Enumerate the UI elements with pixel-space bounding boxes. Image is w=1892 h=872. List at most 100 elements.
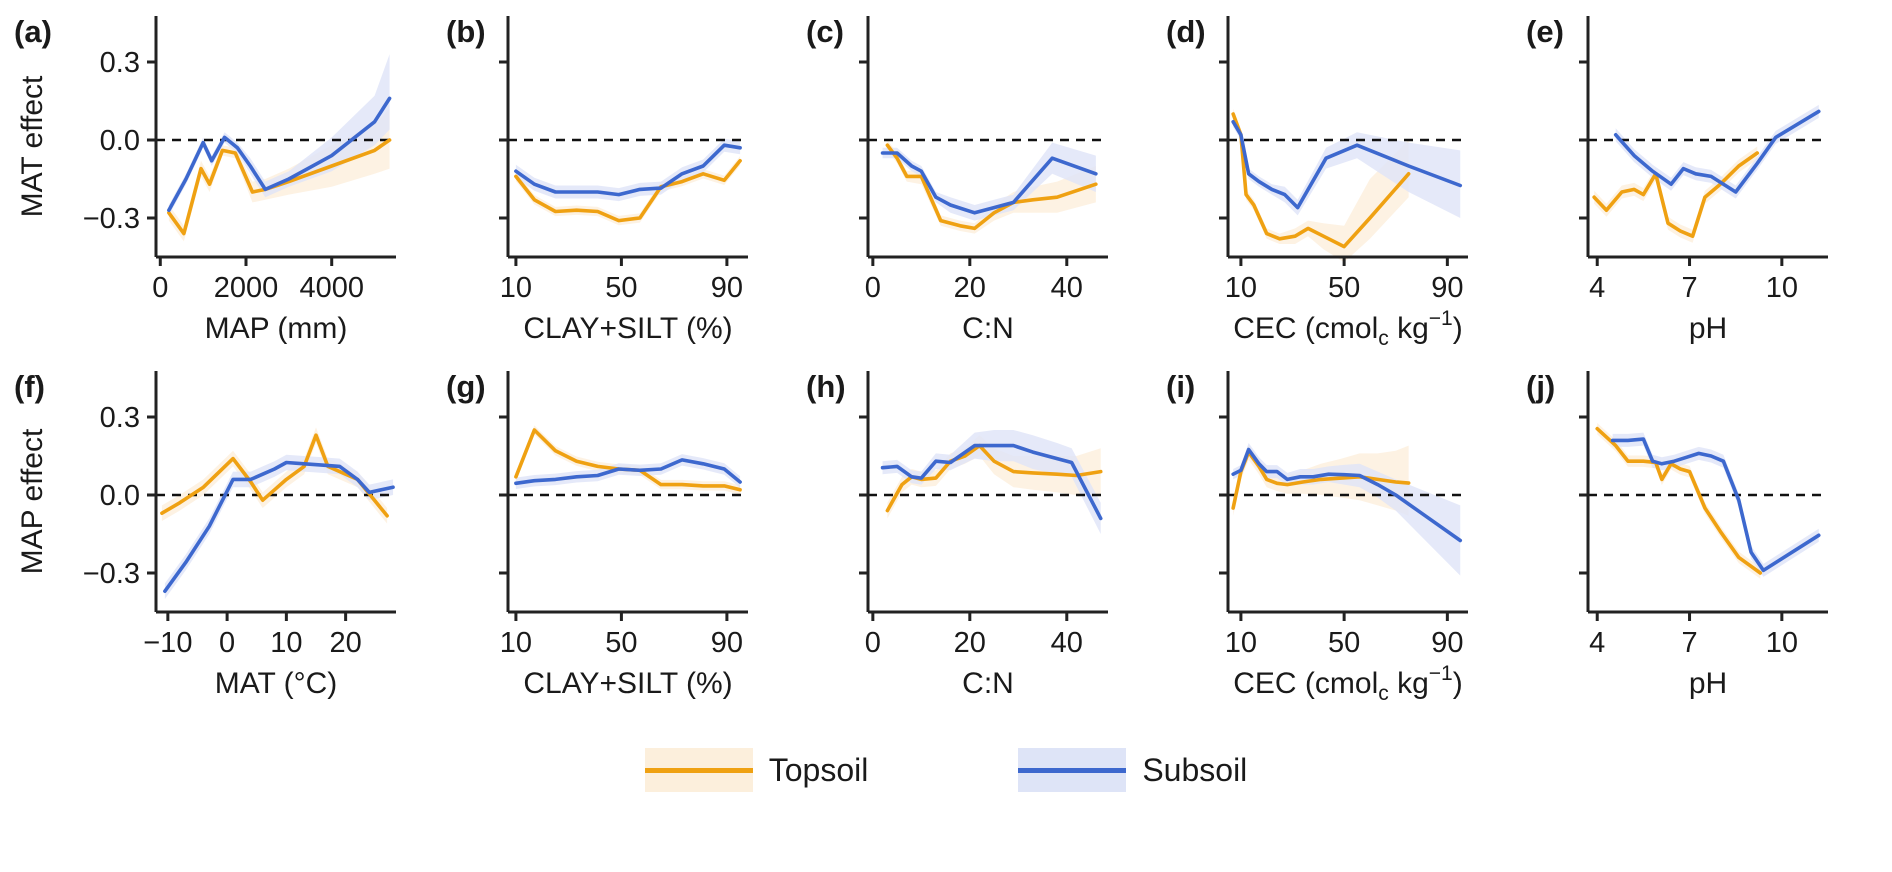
subsoil-confidence-band [1233,443,1461,576]
topsoil-confidence-band [887,140,1096,234]
y-axis-title: MAT effect [16,75,49,217]
panel-letter: (b) [446,14,486,49]
subsoil-confidence-band [1612,432,1819,577]
legend-label-topsoil: Topsoil [768,752,869,788]
subsoil-line-swatch [1018,767,1127,773]
panel-letter: (f) [14,369,45,404]
subsoil-line [514,458,742,486]
x-tick-label: −10 [143,627,192,659]
panel-letter: (h) [806,369,846,404]
legend-item-topsoil: Topsoil [644,748,869,792]
y-tick-label: 0.0 [100,125,140,157]
subsoil-confidence-band [1615,104,1819,199]
panel-letter: (e) [1526,14,1564,49]
y-tick-label: −0.3 [83,558,140,590]
x-tick-label: 10 [1766,627,1798,659]
x-tick-label: 20 [954,627,986,659]
topsoil-confidence-band [1594,146,1758,243]
subsoil-line [880,151,1098,215]
x-tick-label: 50 [1328,272,1360,304]
subsoil-line [1231,447,1463,543]
chart-row-top: 0.3 0.0 −0.3 0 2000 4000 MAP (mm) MAT effect (a)… [6,6,1886,351]
x-tick-label: 20 [329,627,361,659]
x-tick-label: 0 [219,627,235,659]
subsoil-band-swatch [1018,748,1127,792]
legend: Topsoil Subsoil [6,748,1886,792]
panel-letter: (d) [1166,14,1206,49]
panel-b-chart: 10 50 90 CLAY+SILT (%) (b) [446,14,748,345]
subsoil-line [1613,109,1821,194]
panel-letter: (g) [446,369,486,404]
panel-letter: (j) [1526,369,1555,404]
x-tick-label: 40 [1051,627,1083,659]
x-tick-label: 90 [711,272,743,304]
x-tick-label: 10 [1225,272,1257,304]
subsoil-confidence-band [515,454,741,490]
x-tick-label: 4 [1589,272,1605,304]
panel-g-chart: 10 50 90 CLAY+SILT (%) (g) [446,369,748,700]
x-tick-label: 10 [270,627,302,659]
x-tick-label: 10 [500,272,532,304]
x-axis-title: CEC (cmolc kg−1) [1233,662,1463,705]
subsoil-confidence-band [1233,116,1461,218]
x-tick-label: 50 [1328,627,1360,659]
topsoil-line [1231,112,1411,249]
subsoil-line [163,460,395,593]
topsoil-confidence-band [168,108,390,242]
y-tick-label: 0.3 [100,47,140,79]
x-tick-label: 4 [1589,627,1605,659]
topsoil-band-swatch [644,748,753,792]
x-tick-label: 7 [1681,627,1697,659]
x-tick-label: 10 [500,627,532,659]
x-tick-label: 10 [1225,627,1257,659]
subsoil-line [1610,437,1821,573]
panel-j-chart: 4 7 10 pH (j) [1526,369,1828,700]
x-tick-label: 0 [865,627,881,659]
x-tick-label: 50 [605,627,637,659]
x-axis-title: C:N [962,667,1014,700]
x-tick-label: 0 [152,272,168,304]
y-axis-title: MAP effect [16,428,49,574]
topsoil-line-swatch [644,767,753,773]
panel-e-chart: 4 7 10 pH (e) [1526,14,1828,345]
topsoil-line [1595,426,1763,575]
panel-c-chart: 0 20 40 C:N (c) [806,14,1108,345]
y-tick-label: 0.0 [100,480,140,512]
x-tick-label: 90 [1431,272,1463,304]
x-tick-label: 40 [1051,272,1083,304]
topsoil-confidence-band [515,156,741,226]
x-tick-label: 20 [954,272,986,304]
x-tick-label: 90 [711,627,743,659]
subsoil-line [1231,120,1463,210]
x-axis-title: pH [1689,667,1727,700]
subsoil-confidence-band [882,142,1096,221]
topsoil-line [514,159,742,223]
legend-item-subsoil: Subsoil [1018,748,1247,792]
x-tick-label: 50 [605,272,637,304]
x-axis-title: MAP (mm) [205,312,348,345]
x-axis-title: C:N [962,312,1014,345]
subsoil-line [514,143,742,197]
x-axis-title: CLAY+SILT (%) [523,667,732,700]
x-tick-label: 10 [1766,272,1798,304]
panel-f-chart: 0.3 0.0 −0.3 −10 0 10 20 MAT (°C) MAP effect (f) [14,369,396,700]
x-axis-title: CEC (cmolc kg−1) [1233,307,1463,350]
x-tick-label: 2000 [214,272,279,304]
x-tick-label: 4000 [299,272,364,304]
panel-letter: (i) [1166,369,1195,404]
subsoil-line [167,96,392,212]
x-tick-label: 7 [1681,272,1697,304]
chart-row-bottom: 0.3 0.0 −0.3 −10 0 10 20 MAT (°C) MAP effect (f) 1… [6,361,1886,706]
subsoil-line [880,443,1103,521]
panel-h-chart: 0 20 40 C:N (h) [806,369,1108,700]
x-tick-label: 0 [865,272,881,304]
x-tick-label: 90 [1431,627,1463,659]
panel-letter: (c) [806,14,844,49]
y-tick-label: 0.3 [100,402,140,434]
topsoil-line [160,433,389,518]
subsoil-confidence-band [164,454,394,599]
x-axis-title: CLAY+SILT (%) [523,312,732,345]
